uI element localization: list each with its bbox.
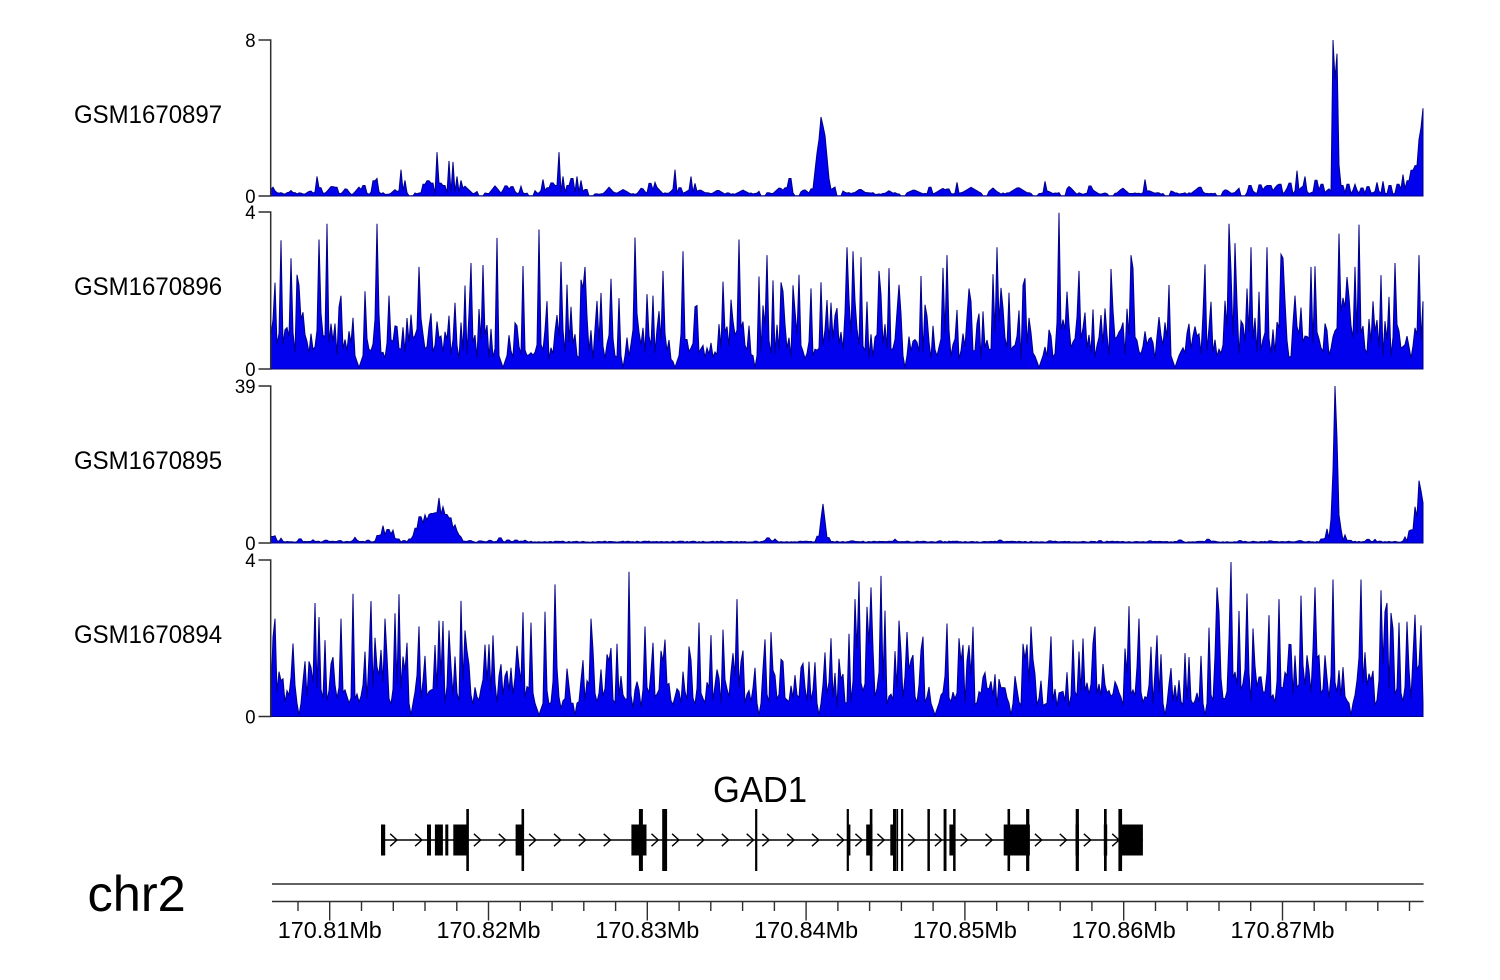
svg-text:170.82Mb: 170.82Mb bbox=[436, 917, 540, 943]
svg-text:GSM1670894: GSM1670894 bbox=[74, 622, 222, 650]
svg-text:chr2: chr2 bbox=[88, 865, 186, 922]
svg-text:170.84Mb: 170.84Mb bbox=[754, 917, 858, 943]
svg-text:0: 0 bbox=[245, 534, 255, 556]
svg-text:170.87Mb: 170.87Mb bbox=[1230, 917, 1334, 943]
svg-text:0: 0 bbox=[245, 187, 255, 209]
svg-text:GAD1: GAD1 bbox=[713, 770, 807, 810]
svg-text:4: 4 bbox=[245, 203, 256, 225]
svg-text:170.83Mb: 170.83Mb bbox=[595, 917, 699, 943]
svg-text:GSM1670896: GSM1670896 bbox=[74, 274, 222, 302]
svg-text:170.86Mb: 170.86Mb bbox=[1072, 917, 1176, 943]
svg-text:GSM1670897: GSM1670897 bbox=[74, 102, 222, 130]
svg-text:GSM1670895: GSM1670895 bbox=[74, 448, 222, 476]
svg-text:8: 8 bbox=[245, 31, 255, 53]
svg-text:170.81Mb: 170.81Mb bbox=[278, 917, 382, 943]
svg-text:170.85Mb: 170.85Mb bbox=[913, 917, 1017, 943]
svg-text:0: 0 bbox=[245, 707, 255, 729]
svg-text:0: 0 bbox=[245, 360, 255, 382]
svg-text:39: 39 bbox=[235, 377, 256, 399]
svg-text:4: 4 bbox=[245, 551, 256, 573]
